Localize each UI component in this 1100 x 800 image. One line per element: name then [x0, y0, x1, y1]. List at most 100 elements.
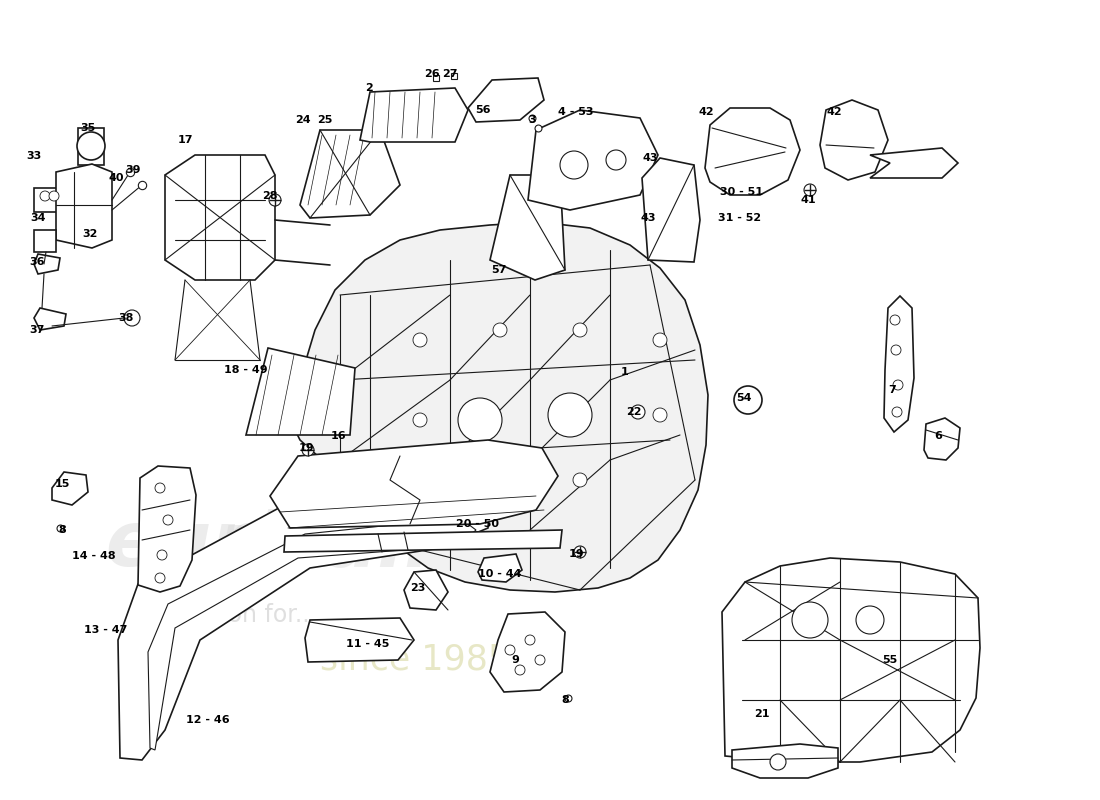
Text: 57: 57: [492, 265, 507, 275]
Text: 43: 43: [640, 213, 656, 223]
Text: 23: 23: [410, 583, 426, 593]
Circle shape: [548, 393, 592, 437]
Text: 42: 42: [826, 107, 842, 117]
Polygon shape: [34, 254, 60, 274]
Text: 38: 38: [119, 313, 134, 323]
Text: 54: 54: [736, 393, 751, 403]
Circle shape: [893, 380, 903, 390]
Circle shape: [458, 398, 502, 442]
Polygon shape: [884, 296, 914, 432]
Circle shape: [890, 315, 900, 325]
Text: 33: 33: [26, 151, 42, 161]
Text: 31 - 52: 31 - 52: [718, 213, 761, 223]
Text: a passion for...: a passion for...: [145, 603, 317, 627]
Circle shape: [505, 645, 515, 655]
Text: 21: 21: [755, 709, 770, 719]
Circle shape: [412, 413, 427, 427]
Text: 2: 2: [365, 83, 373, 93]
Polygon shape: [34, 308, 66, 330]
Polygon shape: [490, 175, 565, 280]
Text: 42: 42: [698, 107, 714, 117]
Text: 13 - 47: 13 - 47: [85, 625, 128, 635]
Polygon shape: [305, 618, 414, 662]
Polygon shape: [924, 418, 960, 460]
Polygon shape: [360, 88, 467, 142]
Circle shape: [525, 635, 535, 645]
Polygon shape: [148, 518, 476, 750]
Text: 14 - 48: 14 - 48: [73, 551, 116, 561]
Text: 7: 7: [888, 385, 895, 395]
Circle shape: [891, 345, 901, 355]
Polygon shape: [52, 472, 88, 505]
Text: 3: 3: [528, 115, 536, 125]
Polygon shape: [56, 164, 112, 248]
Text: 41: 41: [800, 195, 816, 205]
Text: 40: 40: [108, 173, 123, 183]
Circle shape: [653, 333, 667, 347]
Polygon shape: [138, 466, 196, 592]
Text: 37: 37: [30, 325, 45, 335]
Circle shape: [493, 473, 507, 487]
Polygon shape: [404, 570, 448, 610]
Circle shape: [631, 405, 645, 419]
Polygon shape: [642, 158, 700, 262]
Circle shape: [40, 191, 49, 201]
Text: 34: 34: [31, 213, 46, 223]
Text: 19: 19: [569, 549, 585, 559]
Circle shape: [892, 407, 902, 417]
Circle shape: [560, 151, 588, 179]
Circle shape: [163, 515, 173, 525]
Circle shape: [157, 550, 167, 560]
Polygon shape: [118, 488, 490, 760]
Circle shape: [606, 150, 626, 170]
Text: 11 - 45: 11 - 45: [346, 639, 389, 649]
Text: 16: 16: [330, 431, 345, 441]
Circle shape: [770, 754, 786, 770]
Text: 12 - 46: 12 - 46: [186, 715, 230, 725]
Text: 26: 26: [425, 69, 440, 79]
Circle shape: [653, 408, 667, 422]
Text: 8: 8: [58, 525, 66, 535]
Polygon shape: [490, 612, 565, 692]
Circle shape: [792, 602, 828, 638]
Text: 35: 35: [80, 123, 96, 133]
Circle shape: [50, 191, 59, 201]
Text: 55: 55: [882, 655, 898, 665]
Circle shape: [573, 323, 587, 337]
Polygon shape: [284, 530, 562, 552]
Text: euro: euro: [104, 508, 301, 582]
Circle shape: [493, 323, 507, 337]
Circle shape: [124, 310, 140, 326]
Text: 9: 9: [512, 655, 519, 665]
Polygon shape: [820, 100, 888, 180]
Text: 18 - 49: 18 - 49: [224, 365, 267, 375]
Polygon shape: [478, 554, 522, 582]
Polygon shape: [34, 230, 56, 252]
Text: 43: 43: [642, 153, 658, 163]
Text: 10 - 44: 10 - 44: [478, 569, 521, 579]
Text: 1: 1: [621, 367, 629, 377]
Text: since 1985: since 1985: [320, 643, 510, 677]
Circle shape: [573, 473, 587, 487]
Text: 19: 19: [298, 443, 314, 453]
Circle shape: [734, 386, 762, 414]
Text: 56: 56: [475, 105, 491, 115]
Circle shape: [155, 483, 165, 493]
Text: 39: 39: [125, 165, 141, 175]
Circle shape: [302, 444, 313, 456]
Circle shape: [535, 655, 544, 665]
Polygon shape: [246, 348, 355, 435]
Polygon shape: [722, 558, 980, 762]
Circle shape: [412, 333, 427, 347]
Text: 17: 17: [177, 135, 192, 145]
Polygon shape: [78, 128, 104, 165]
Polygon shape: [165, 155, 275, 280]
Text: 32: 32: [82, 229, 98, 239]
Text: 22: 22: [626, 407, 641, 417]
Polygon shape: [870, 148, 958, 178]
Text: 20 - 50: 20 - 50: [456, 519, 499, 529]
Text: 24: 24: [295, 115, 311, 125]
Polygon shape: [34, 188, 62, 212]
Text: 15: 15: [54, 479, 69, 489]
Circle shape: [515, 665, 525, 675]
